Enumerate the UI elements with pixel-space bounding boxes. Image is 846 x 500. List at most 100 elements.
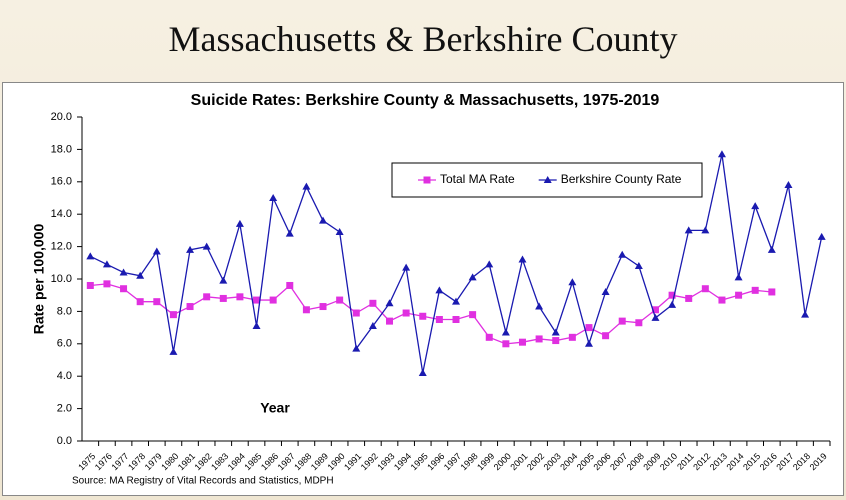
data-point [718,296,726,304]
x-tick-label: 2000 [492,451,513,472]
x-tick-label: 1984 [226,451,247,472]
data-point [236,293,244,301]
data-point [418,368,427,376]
data-point [152,247,161,255]
y-axis-label: Rate per 100,000 [31,224,47,335]
data-point [219,294,227,302]
y-tick-label: 18.0 [51,143,72,155]
data-point [186,303,194,311]
data-point [119,268,128,276]
x-tick-label: 1993 [375,451,396,472]
data-point [469,311,477,319]
y-tick-label: 6.0 [57,338,72,350]
x-tick-label: 1983 [209,451,230,472]
x-tick-label: 2010 [658,451,679,472]
data-point [751,202,760,210]
x-tick-label: 2013 [708,451,729,472]
data-point [319,303,327,311]
x-tick-label: 2008 [625,451,646,472]
data-point [385,299,394,307]
data-point [684,226,693,234]
data-point [535,302,544,310]
data-point [552,337,560,345]
legend-label: Berkshire County Rate [561,172,682,186]
data-point [768,288,776,296]
data-point [169,311,177,319]
data-point [602,332,610,340]
data-point [269,194,278,201]
x-tick-label: 1999 [475,451,496,472]
data-point [402,309,410,317]
data-point [518,338,526,346]
x-tick-label: 2014 [724,451,745,472]
legend-label: Total MA Rate [440,172,515,186]
x-tick-label: 1996 [425,451,446,472]
data-point [585,324,593,332]
data-point [568,278,577,286]
data-point [618,250,627,258]
data-point [302,182,311,190]
x-tick-label: 1978 [126,451,147,472]
data-point [701,285,709,293]
x-tick-label: 1977 [109,451,130,472]
data-point [120,285,128,293]
data-point [286,281,294,289]
data-point [419,312,427,320]
data-point [369,299,377,307]
data-point [817,232,826,240]
data-point [635,319,643,327]
data-point [169,347,178,355]
data-point [202,242,211,250]
x-tick-label: 2001 [508,451,529,472]
x-tick-label: 1997 [442,451,463,472]
x-tick-label: 2003 [542,451,563,472]
data-point [352,309,360,317]
x-tick-label: 2017 [774,451,795,472]
y-tick-label: 2.0 [57,403,72,415]
data-point [219,276,228,284]
data-point [551,328,560,336]
data-point [601,287,610,295]
x-tick-label: 2012 [691,451,712,472]
data-point [568,333,576,341]
data-point [136,271,145,279]
data-point [336,296,344,304]
y-tick-label: 16.0 [51,176,72,188]
legend-marker [543,176,552,183]
x-tick-label: 1991 [342,451,363,472]
data-point [485,260,494,268]
y-tick-label: 4.0 [57,370,72,382]
data-point [717,150,726,158]
data-point [435,286,444,294]
x-tick-label: 2004 [558,451,579,472]
x-tick-label: 2011 [675,451,696,472]
y-tick-label: 14.0 [51,208,72,220]
x-tick-label: 1980 [159,451,180,472]
y-tick-label: 12.0 [51,241,72,253]
data-point [203,293,211,301]
x-tick-label: 2007 [608,451,629,472]
x-tick-label: 1981 [176,451,197,472]
x-tick-label: 2006 [591,451,612,472]
data-point [102,260,111,268]
x-tick-label: 1987 [276,451,297,472]
data-point [685,294,693,302]
data-point [402,263,411,271]
data-point [801,310,810,318]
x-tick-label: 1994 [392,451,413,472]
data-point [186,245,195,253]
data-point [734,273,743,281]
data-point [352,344,361,352]
x-tick-label: 1976 [93,451,114,472]
x-tick-label: 2002 [525,451,546,472]
x-tick-label: 1988 [292,451,313,472]
x-tick-label: 1989 [309,451,330,472]
data-point [634,262,643,270]
x-tick-label: 1975 [76,451,97,472]
x-axis-label: Year [260,400,290,416]
data-point [452,297,460,305]
data-point [435,316,443,323]
data-point [701,226,710,234]
data-point [86,281,94,289]
